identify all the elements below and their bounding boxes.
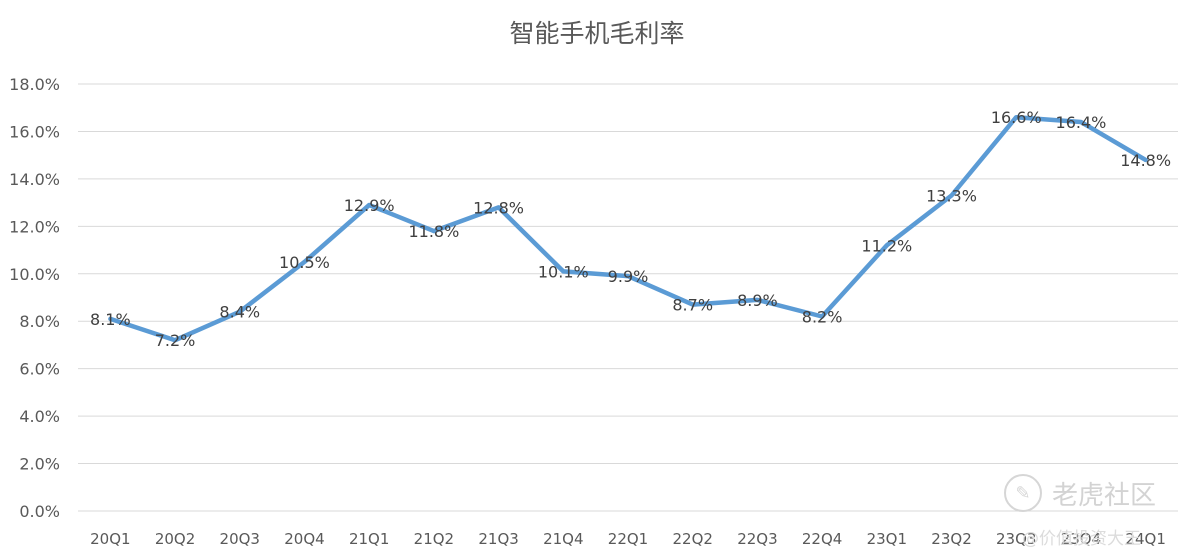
x-tick-label: 22Q2 <box>672 530 712 548</box>
x-tick-label: 22Q1 <box>608 530 648 548</box>
x-tick-label: 23Q2 <box>931 530 971 548</box>
data-label: 11.8% <box>408 222 459 241</box>
data-label: 16.6% <box>991 108 1042 127</box>
y-tick-label: 4.0% <box>19 407 60 426</box>
x-tick-label: 23Q4 <box>1061 530 1101 548</box>
data-labels: 8.1% 7.2% 8.4% 10.5% 12.9% 11.8% 12.8% 10.1% 9.9… <box>90 108 1171 350</box>
y-tick-label: 2.0% <box>19 455 60 474</box>
data-label: 8.1% <box>90 310 131 329</box>
x-tick-label: 20Q4 <box>284 530 324 548</box>
data-label: 8.7% <box>672 296 713 315</box>
data-label: 8.4% <box>219 303 260 322</box>
x-tick-label: 20Q3 <box>220 530 260 548</box>
x-tick-label: 24Q1 <box>1125 530 1165 548</box>
x-axis-ticks: 20Q1 20Q2 20Q3 20Q4 21Q1 21Q2 21Q3 21Q4 22Q1 22Q2… <box>90 530 1166 548</box>
series-line-layer <box>108 114 1148 343</box>
x-tick-label: 23Q1 <box>867 530 907 548</box>
data-label: 8.2% <box>802 307 843 326</box>
data-label: 10.5% <box>279 253 330 272</box>
y-tick-label: 8.0% <box>19 312 60 331</box>
x-tick-label: 21Q2 <box>414 530 454 548</box>
y-tick-label: 18.0% <box>9 75 60 94</box>
data-label: 7.2% <box>155 331 196 350</box>
y-tick-label: 16.0% <box>9 122 60 141</box>
y-tick-label: 0.0% <box>19 502 60 521</box>
x-tick-label: 23Q3 <box>996 530 1036 548</box>
y-tick-label: 14.0% <box>9 170 60 189</box>
watermark-brand: 老虎社区 <box>1052 480 1157 511</box>
data-label: 8.9% <box>737 291 778 310</box>
data-label: 10.1% <box>538 262 589 281</box>
data-label: 16.4% <box>1056 113 1107 132</box>
data-label: 14.8% <box>1120 151 1171 170</box>
data-label: 13.3% <box>926 186 977 205</box>
gridlines <box>78 83 1178 512</box>
x-tick-label: 21Q3 <box>478 530 518 548</box>
series-line <box>108 114 1148 343</box>
y-tick-label: 12.0% <box>9 217 60 236</box>
y-axis-ticks: 0.0% 2.0% 4.0% 6.0% 8.0% 10.0% 12.0% 14.0% 16.0%… <box>9 75 60 521</box>
data-label: 12.9% <box>344 196 395 215</box>
watermark-author: @价值投资大王 <box>1022 529 1141 549</box>
x-tick-label: 20Q2 <box>155 530 195 548</box>
data-label: 12.8% <box>473 198 524 217</box>
x-tick-label: 22Q4 <box>802 530 842 548</box>
x-tick-label: 21Q4 <box>543 530 583 548</box>
data-label: 9.9% <box>608 267 649 286</box>
x-tick-label: 22Q3 <box>737 530 777 548</box>
watermark: ✎ 老虎社区 <box>1004 474 1156 512</box>
data-label: 11.2% <box>861 236 912 255</box>
y-tick-label: 6.0% <box>19 360 60 379</box>
y-tick-label: 10.0% <box>9 265 60 284</box>
tiger-logo-icon: ✎ <box>1004 474 1042 512</box>
x-tick-label: 20Q1 <box>90 530 130 548</box>
x-tick-label: 21Q1 <box>349 530 389 548</box>
chart-title: 智能手机毛利率 <box>509 19 685 48</box>
